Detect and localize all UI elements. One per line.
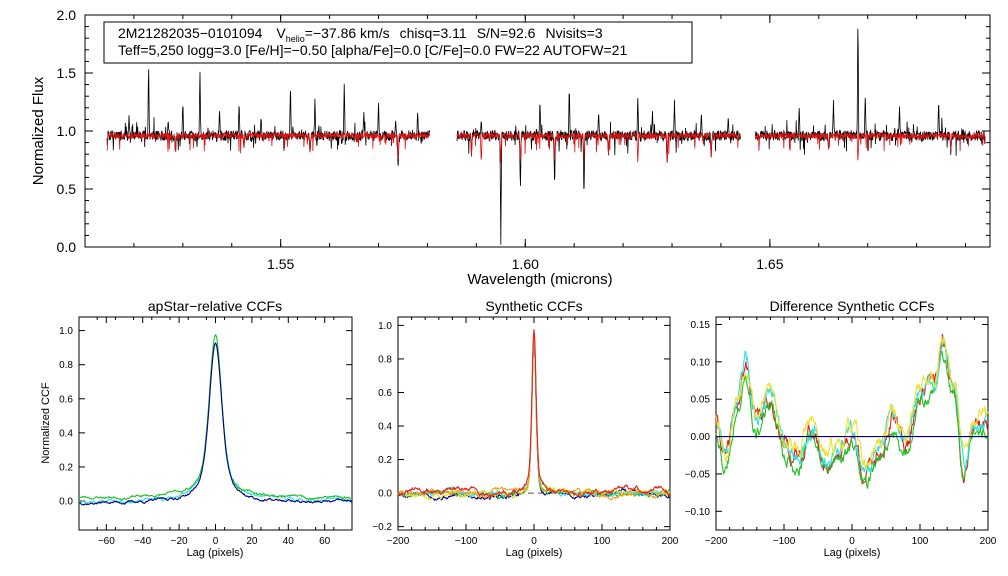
y-tick-label: 0.6 [59, 394, 73, 405]
ccf-series-blue [397, 340, 671, 502]
x-tick-label: −100 [773, 536, 796, 547]
apstar-ccf-frame [78, 316, 353, 531]
y-tick-label: 0.4 [59, 428, 73, 439]
diff-ccf-lines [715, 333, 989, 489]
synthetic-ccf-lines [397, 329, 671, 502]
vhelio-label: V [276, 25, 286, 41]
x-tick-label: −100 [455, 536, 478, 547]
ccf-series-visit-1 [78, 341, 353, 505]
observed-spectrum-segment [456, 93, 741, 245]
diff-ccf-ticks: −200 −100 0 100 200 −0.10 −0.05 0.00 0.05 0.10 0.1… [685, 317, 997, 547]
y-tick-label: 0.2 [59, 462, 73, 473]
x-tick-label: 200 [980, 536, 997, 547]
spectrum-ylabel: Normalized Flux [30, 76, 47, 185]
vhelio-value: =−37.86 km/s [305, 25, 390, 41]
x-tick-label: 0 [849, 536, 855, 547]
y-tick-label: 0.0 [59, 497, 73, 508]
x-tick-label: −200 [387, 536, 410, 547]
x-tick-label: 60 [319, 536, 331, 547]
x-tick-label: 100 [594, 536, 611, 547]
y-tick-label: −0.10 [685, 507, 711, 518]
y-tick-label: 0.8 [378, 354, 392, 365]
y-tick-label: −0.2 [372, 522, 392, 533]
vhelio-sub: helio [286, 34, 305, 44]
diff-ccf-title: Difference Synthetic CCFs [770, 298, 935, 314]
x-tick-label: −60 [98, 536, 115, 547]
x-tick-label: 1.55 [267, 256, 294, 272]
apstar-ccf-lines [78, 333, 353, 506]
model-spectrum-segment [754, 131, 986, 161]
synthetic-ccf-panel: Synthetic CCFs −200 −100 0 100 200 −0.2 0.0 0.2… [372, 298, 679, 559]
star-id: 2M21282035−0101094 [118, 25, 263, 41]
ccf-series-green [397, 339, 671, 500]
diff-series-cyan [715, 339, 989, 473]
y-tick-label: 1.0 [378, 321, 392, 332]
observed-spectrum-segment [106, 69, 431, 166]
y-tick-label: 0.8 [59, 360, 73, 371]
y-tick-label: 1.0 [59, 326, 73, 337]
info-line-1: 2M21282035−0101094 Vhelio=−37.86 km/s chis… [118, 25, 603, 44]
snr: S/N=92.6 [477, 25, 536, 41]
x-tick-label: −20 [171, 536, 188, 547]
y-tick-label: 1.5 [57, 65, 77, 81]
apstar-ccf-panel: apStar−relative CCFs −60 −40 −20 0 20 40 60 0.0… [40, 298, 353, 559]
x-tick-label: 1.65 [756, 256, 783, 272]
x-tick-label: 20 [246, 536, 258, 547]
y-tick-label: 0.2 [378, 455, 392, 466]
synthetic-ccf-title: Synthetic CCFs [485, 298, 582, 314]
y-tick-label: 2.0 [57, 7, 77, 23]
nvisits: Nvisits=3 [545, 25, 602, 41]
x-tick-label: −40 [134, 536, 151, 547]
spectrum-panel: 1.55 1.60 1.65 0.0 0.5 1.0 1.5 2.0 Wavelength (… [30, 7, 991, 288]
y-tick-label: 0.05 [691, 395, 711, 406]
info-box-frame [103, 21, 693, 64]
info-line-2: Teff=5,250 logg=3.0 [Fe/H]=−0.50 [alpha/… [118, 42, 627, 58]
ccf-series-cyan [397, 337, 671, 499]
ccf-series-visit-2 [78, 333, 353, 501]
ccf-series-yellow [397, 335, 671, 501]
synthetic-ccf-ticks: −200 −100 0 100 200 −0.2 0.0 0.2 0.4 0.6 0.8 1.0 [372, 317, 679, 547]
spectrum-xlabel: Wavelength (microns) [467, 271, 612, 288]
y-tick-label: −0.05 [685, 469, 711, 480]
x-tick-label: 40 [283, 536, 295, 547]
spectrum-ticks: 1.55 1.60 1.65 0.0 0.5 1.0 1.5 2.0 [57, 7, 990, 272]
diff-ccf-panel: Difference Synthetic CCFs −200 −100 0 100 20… [685, 298, 997, 559]
y-tick-label: 0.15 [691, 320, 711, 331]
diff-series-green [715, 350, 989, 489]
x-tick-label: 1.60 [512, 256, 539, 272]
x-tick-label: 0 [531, 536, 537, 547]
model-spectrum-segment [456, 131, 741, 163]
x-tick-label: 0 [213, 536, 219, 547]
diff-ccf-xlabel: Lag (pixels) [824, 547, 881, 559]
info-box: 2M21282035−0101094 Vhelio=−37.86 km/s chis… [103, 21, 693, 64]
synthetic-ccf-xlabel: Lag (pixels) [506, 547, 563, 559]
x-tick-label: −200 [705, 536, 728, 547]
y-tick-label: 0.6 [378, 388, 392, 399]
x-tick-label: 100 [912, 536, 929, 547]
diff-series-red [715, 333, 989, 485]
diff-ccf-frame [715, 316, 989, 531]
x-tick-label: 200 [662, 536, 679, 547]
chisq: chisq=3.11 [400, 25, 467, 41]
y-tick-label: 0.4 [378, 422, 392, 433]
y-tick-label: 0.0 [57, 239, 77, 255]
apstar-ccf-ticks: −60 −40 −20 0 20 40 60 0.0 0.2 0.4 0.6 0.8 1.0 [59, 317, 353, 547]
y-tick-label: 0.5 [57, 181, 77, 197]
y-tick-label: 0.0 [378, 489, 392, 500]
model-spectrum-segment [106, 131, 431, 159]
diff-series-orange [715, 336, 989, 471]
y-tick-label: 0.00 [691, 432, 711, 443]
ccf-series-red [397, 329, 671, 499]
y-tick-label: 0.10 [691, 357, 711, 368]
ccf-series-visit-3 [78, 342, 353, 506]
spectrum-lines [106, 28, 986, 245]
apstar-ccf-title: apStar−relative CCFs [148, 298, 282, 314]
apstar-ccf-ylabel: Normalized CCF [40, 382, 52, 464]
y-tick-label: 1.0 [57, 123, 77, 139]
apstar-ccf-xlabel: Lag (pixels) [187, 547, 244, 559]
ccf-series-orange [397, 334, 671, 501]
